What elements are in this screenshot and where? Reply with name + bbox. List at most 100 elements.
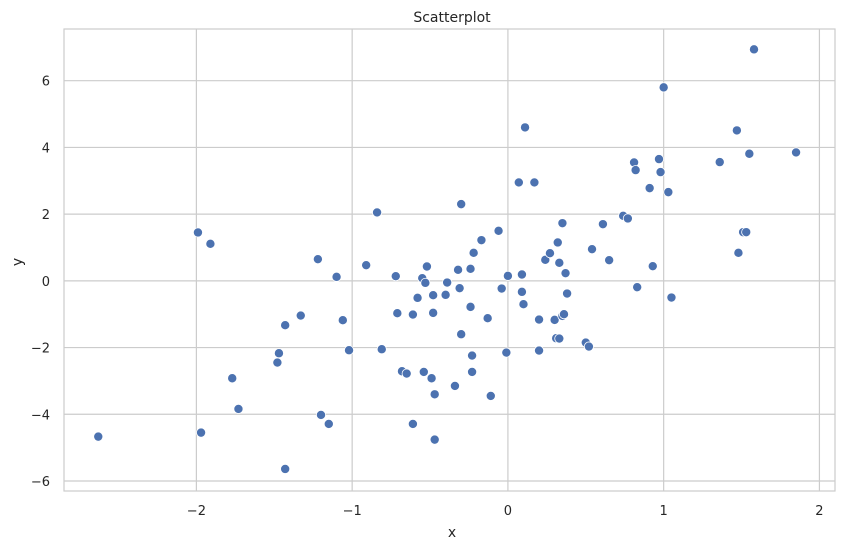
- x-tick-label: −2: [187, 504, 206, 519]
- data-point: [449, 380, 460, 391]
- data-point: [418, 366, 429, 377]
- data-point: [644, 183, 655, 194]
- data-point: [714, 157, 725, 168]
- data-point: [741, 227, 752, 238]
- data-point: [454, 283, 465, 294]
- data-point: [549, 314, 560, 325]
- data-point: [428, 307, 439, 318]
- data-point: [493, 225, 504, 236]
- data-point: [655, 167, 666, 178]
- data-point: [560, 268, 571, 279]
- data-point: [312, 254, 323, 265]
- data-point: [429, 389, 440, 400]
- data-point: [426, 373, 437, 384]
- data-point: [205, 238, 216, 249]
- data-point: [501, 347, 512, 358]
- x-tick-label: 0: [504, 504, 512, 519]
- data-point: [273, 348, 284, 359]
- y-tick-label: 2: [42, 208, 50, 223]
- data-point: [534, 314, 545, 325]
- data-point: [749, 44, 760, 55]
- data-point: [412, 292, 423, 303]
- data-point: [295, 310, 306, 321]
- data-point: [791, 147, 802, 158]
- data-point: [604, 255, 615, 266]
- data-point: [597, 219, 608, 230]
- data-point: [468, 247, 479, 258]
- data-point: [361, 260, 372, 271]
- data-point: [663, 187, 674, 198]
- data-point: [587, 244, 598, 255]
- data-point: [552, 237, 563, 248]
- data-point: [456, 199, 467, 210]
- y-tick-label: −2: [31, 342, 50, 357]
- data-point: [744, 148, 755, 159]
- x-tick-label: 1: [660, 504, 668, 519]
- data-point: [331, 271, 342, 282]
- data-point: [272, 357, 283, 368]
- x-tick-labels: −2 −1 0 1 2: [187, 504, 824, 519]
- y-tick-label: 6: [42, 75, 50, 90]
- y-axis-title: y: [10, 258, 26, 266]
- data-point: [420, 277, 431, 288]
- data-point: [323, 418, 334, 429]
- data-point: [622, 213, 633, 224]
- data-point: [467, 350, 478, 361]
- data-point: [666, 292, 677, 303]
- data-point: [196, 427, 207, 438]
- data-point: [440, 289, 451, 300]
- data-point: [315, 409, 326, 420]
- data-point: [482, 313, 493, 324]
- chart-title: Scatterplot: [413, 10, 491, 26]
- data-point: [502, 270, 513, 281]
- data-point: [233, 403, 244, 414]
- data-point: [476, 235, 487, 246]
- y-tick-label: 4: [42, 141, 50, 156]
- data-point: [407, 418, 418, 429]
- data-point: [731, 125, 742, 136]
- data-point: [562, 288, 573, 299]
- x-tick-label: −1: [343, 504, 362, 519]
- data-point: [554, 333, 565, 344]
- data-point: [554, 257, 565, 268]
- data-point: [558, 309, 569, 320]
- grid-lines: [64, 29, 835, 491]
- data-point: [376, 344, 387, 355]
- plot-frame: [63, 28, 836, 492]
- data-point: [344, 345, 355, 356]
- x-tick-label: 2: [815, 504, 823, 519]
- data-point: [529, 177, 540, 188]
- data-point: [496, 283, 507, 294]
- data-point: [421, 261, 432, 272]
- data-points: [93, 44, 802, 474]
- data-point: [407, 309, 418, 320]
- data-point: [93, 431, 104, 442]
- data-point: [467, 366, 478, 377]
- data-point: [630, 165, 641, 176]
- data-point: [516, 286, 527, 297]
- data-point: [632, 282, 643, 293]
- data-point: [372, 207, 383, 218]
- data-point: [653, 154, 664, 165]
- data-point: [280, 463, 291, 474]
- data-point: [520, 122, 531, 133]
- data-point: [485, 390, 496, 401]
- data-point: [583, 341, 594, 352]
- data-point: [227, 373, 238, 384]
- data-point: [442, 277, 453, 288]
- y-tick-label: −6: [31, 475, 50, 490]
- data-point: [392, 308, 403, 319]
- data-point: [465, 263, 476, 274]
- data-point: [192, 227, 203, 238]
- data-point: [429, 434, 440, 445]
- data-point: [456, 329, 467, 340]
- data-point: [658, 82, 669, 93]
- data-point: [647, 261, 658, 272]
- data-point: [518, 299, 529, 310]
- data-point: [733, 247, 744, 258]
- y-tick-label: 0: [42, 275, 50, 290]
- data-point: [465, 301, 476, 312]
- y-tick-label: −4: [31, 408, 50, 423]
- data-point: [544, 248, 555, 259]
